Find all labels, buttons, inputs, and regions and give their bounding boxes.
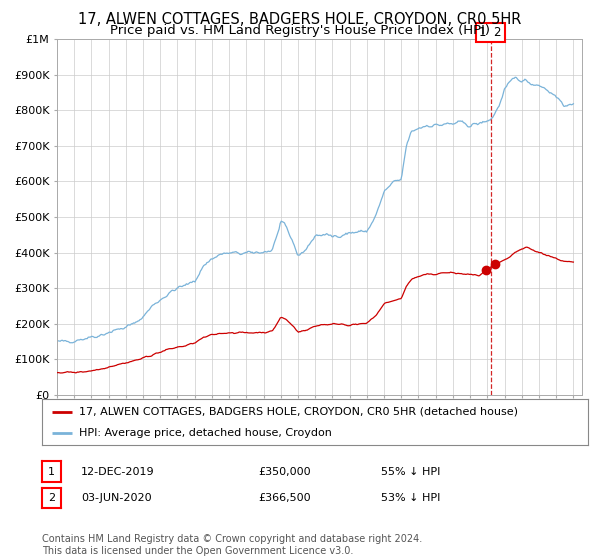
Text: 17, ALWEN COTTAGES, BADGERS HOLE, CROYDON, CR0 5HR: 17, ALWEN COTTAGES, BADGERS HOLE, CROYDO… — [79, 12, 521, 27]
Text: 1  2: 1 2 — [479, 26, 502, 39]
Text: 12-DEC-2019: 12-DEC-2019 — [81, 466, 155, 477]
Text: Contains HM Land Registry data © Crown copyright and database right 2024.
This d: Contains HM Land Registry data © Crown c… — [42, 534, 422, 556]
Text: 55% ↓ HPI: 55% ↓ HPI — [381, 466, 440, 477]
Text: £366,500: £366,500 — [258, 493, 311, 503]
Text: 03-JUN-2020: 03-JUN-2020 — [81, 493, 152, 503]
Text: 17, ALWEN COTTAGES, BADGERS HOLE, CROYDON, CR0 5HR (detached house): 17, ALWEN COTTAGES, BADGERS HOLE, CROYDO… — [79, 407, 518, 417]
Text: 1: 1 — [48, 466, 55, 477]
Text: 53% ↓ HPI: 53% ↓ HPI — [381, 493, 440, 503]
Text: HPI: Average price, detached house, Croydon: HPI: Average price, detached house, Croy… — [79, 428, 332, 438]
Text: £350,000: £350,000 — [258, 466, 311, 477]
Text: Price paid vs. HM Land Registry's House Price Index (HPI): Price paid vs. HM Land Registry's House … — [110, 24, 490, 37]
Text: 2: 2 — [48, 493, 55, 503]
